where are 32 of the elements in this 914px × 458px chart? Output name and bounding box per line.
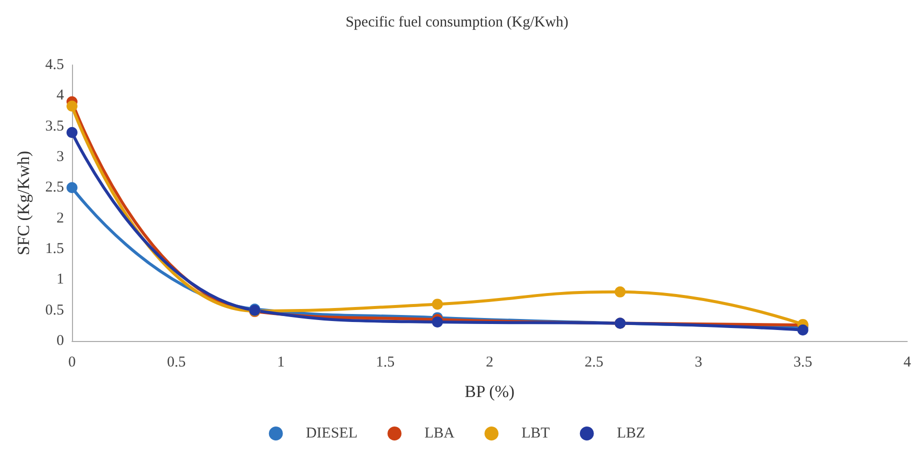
point [797,324,808,336]
point [432,298,443,310]
point [66,100,78,112]
y-tick-label: 2 [56,210,64,226]
x-tick-label: 2.5 [584,354,604,370]
x-tick-label: 1.5 [376,354,395,370]
x-tick-label: 0.5 [167,354,186,370]
y-axis-title: SFC (Kg/Kwh) [14,150,33,256]
x-tick-label: 3 [694,354,702,370]
point [66,182,78,194]
legend-label: DIESEL [306,426,358,442]
y-tick-label: 4 [56,88,64,104]
legend-label: LBZ [616,426,646,442]
point [614,286,626,298]
y-tick-label: 0 [56,333,64,349]
y-tick-label: 4.5 [45,57,64,73]
x-axis-title: BP (%) [464,382,515,401]
x-tick-label: 3.5 [793,354,812,370]
legend-label: LBA [424,426,455,442]
y-tick-label: 1 [56,272,64,288]
y-tick-label: 2.5 [45,180,64,196]
chart-title: Specific fuel consumption (Kg/Kwh) [346,14,568,30]
x-tick-label: 0 [68,354,76,370]
y-tick-label: 1.5 [45,241,64,257]
y-tick-label: 3 [56,149,64,165]
legend-label: LBT [522,426,550,442]
x-tick-label: 4 [904,354,912,370]
y-tick-label: 3.5 [45,118,64,134]
y-tick-label: 0.5 [45,302,64,318]
x-tick-label: 1 [277,354,285,370]
x-tick-label: 2 [486,354,494,370]
point [66,126,78,138]
